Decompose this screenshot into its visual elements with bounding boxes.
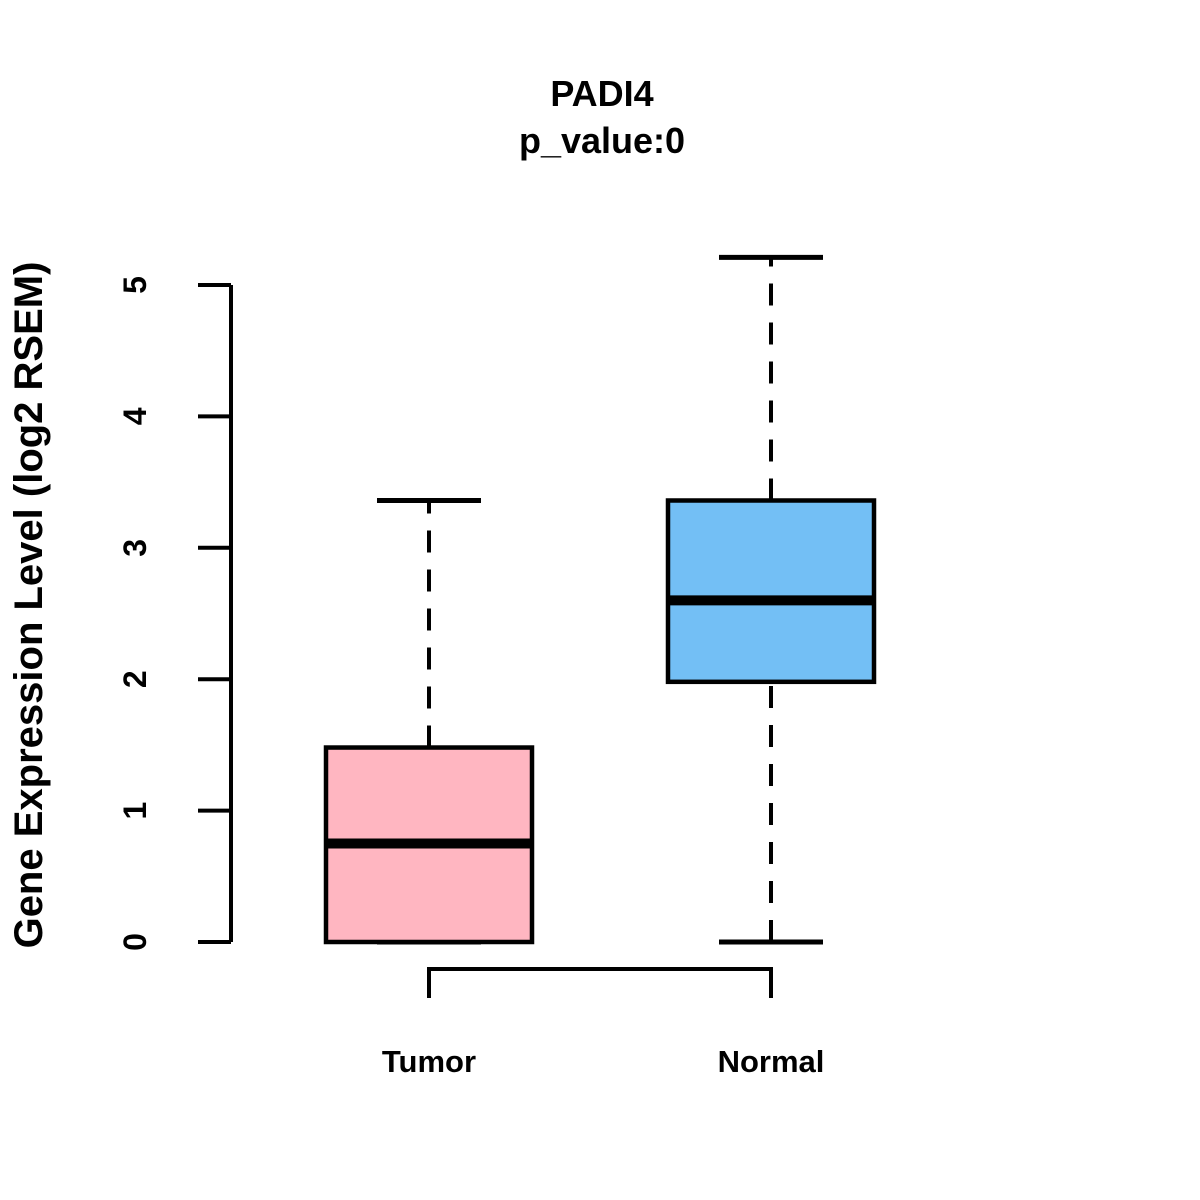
x-axis-bracket-line (427, 967, 773, 998)
chart-subtitle: p_value:0 (519, 120, 685, 161)
y-axis-tick-label: 1 (117, 802, 153, 820)
y-axis-tick-label: 5 (117, 276, 153, 294)
y-axis-tick-label: 4 (117, 407, 153, 425)
chart-title: PADI4 (550, 73, 653, 114)
x-axis-bracket (427, 967, 773, 998)
y-axis: 0 1 2 3 4 5 (117, 276, 233, 951)
y-axis-tick-label: 3 (117, 539, 153, 557)
y-axis-tick-label: 0 (117, 933, 153, 951)
y-axis-label: Gene Expression Level (log2 RSEM) (7, 262, 51, 949)
iqr-box-normal (665, 498, 877, 685)
x-axis-label-normal: Normal (718, 1044, 825, 1079)
x-axis-labels: Tumor Normal (382, 1044, 824, 1079)
x-axis-label-tumor: Tumor (382, 1044, 476, 1079)
y-axis-tick-label: 2 (117, 670, 153, 688)
box-normal (665, 254, 877, 945)
box-group (323, 254, 877, 945)
box-tumor (323, 497, 535, 945)
